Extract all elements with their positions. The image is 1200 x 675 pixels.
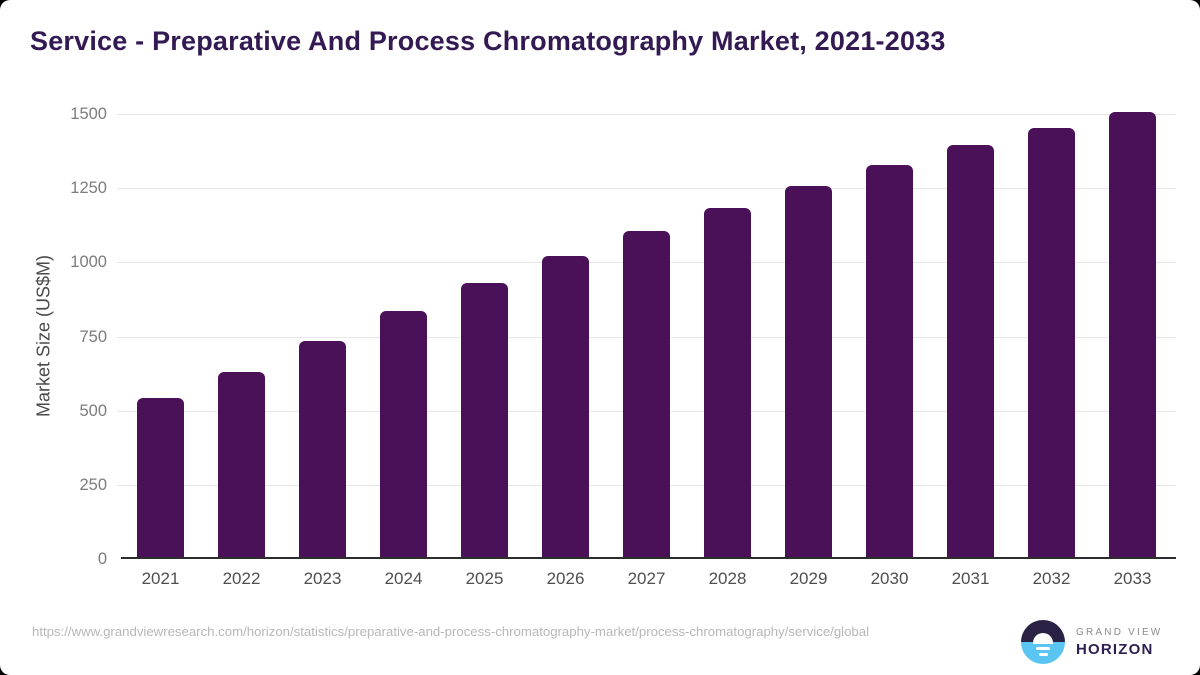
bar-2028[interactable]: [704, 207, 751, 559]
y-tick-label-250: 250: [79, 475, 107, 494]
y-tick-label-500: 500: [79, 401, 107, 420]
chart-title: Service - Preparative And Process Chroma…: [30, 26, 946, 56]
x-tick-label-2031: 2031: [951, 569, 990, 588]
x-tick-label-2030: 2030: [870, 569, 909, 588]
y-tick-label-1500: 1500: [70, 105, 107, 123]
x-axis-labels: 2021 2022 2023 2024 2025 2026 2027 2028 2029 2030…: [117, 568, 1176, 592]
logo-text: GRAND VIEW HORIZON: [1076, 627, 1162, 658]
bar-2021[interactable]: [137, 397, 184, 559]
bar-2033[interactable]: [1109, 111, 1156, 559]
plot-area: [117, 111, 1176, 559]
y-tick-label-1250: 1250: [70, 179, 107, 198]
x-tick-label-2032: 2032: [1032, 569, 1071, 588]
sun-ray-shape: [1038, 652, 1048, 656]
bar-2026[interactable]: [542, 255, 589, 559]
sun-ray-shape: [1036, 647, 1050, 650]
horizon-sun-icon: [1021, 620, 1065, 664]
logo-brand-bottom: HORIZON: [1076, 640, 1154, 658]
y-axis-tick-labels: 0 250 500 750 1000 1250 1500: [0, 105, 107, 568]
bar-2030[interactable]: [866, 165, 913, 559]
bar-2031[interactable]: [947, 144, 994, 559]
y-tick-label-0: 0: [97, 550, 107, 568]
bar-2029[interactable]: [785, 185, 832, 559]
x-axis-line: [121, 557, 1176, 559]
x-tick-label-2022: 2022: [222, 569, 261, 588]
x-tick-label-2033: 2033: [1113, 569, 1152, 588]
bar-2023[interactable]: [299, 340, 346, 559]
logo-brand-top: GRAND VIEW: [1076, 626, 1163, 638]
gridline-1250: [117, 188, 1176, 190]
x-tick-label-2029: 2029: [789, 569, 828, 588]
x-tick-label-2024: 2024: [384, 569, 423, 588]
bar-2027[interactable]: [623, 231, 670, 559]
x-tick-label-2025: 2025: [465, 569, 504, 588]
sun-dome-shape: [1033, 633, 1053, 644]
grand-view-horizon-logo: GRAND VIEW HORIZON: [1021, 620, 1162, 664]
gridline-1500: [117, 114, 1176, 115]
bar-2024[interactable]: [380, 311, 427, 559]
bar-2025[interactable]: [461, 282, 508, 559]
y-tick-label-750: 750: [79, 327, 107, 346]
bar-2022[interactable]: [218, 371, 265, 559]
x-tick-label-2023: 2023: [303, 569, 342, 588]
x-tick-label-2026: 2026: [546, 569, 585, 588]
source-url: https://www.grandviewresearch.com/horizo…: [32, 624, 870, 639]
x-tick-label-2027: 2027: [627, 569, 666, 588]
bar-2032[interactable]: [1028, 128, 1075, 559]
x-tick-label-2028: 2028: [708, 569, 747, 588]
x-tick-label-2021: 2021: [141, 569, 180, 588]
y-tick-label-1000: 1000: [70, 253, 107, 272]
